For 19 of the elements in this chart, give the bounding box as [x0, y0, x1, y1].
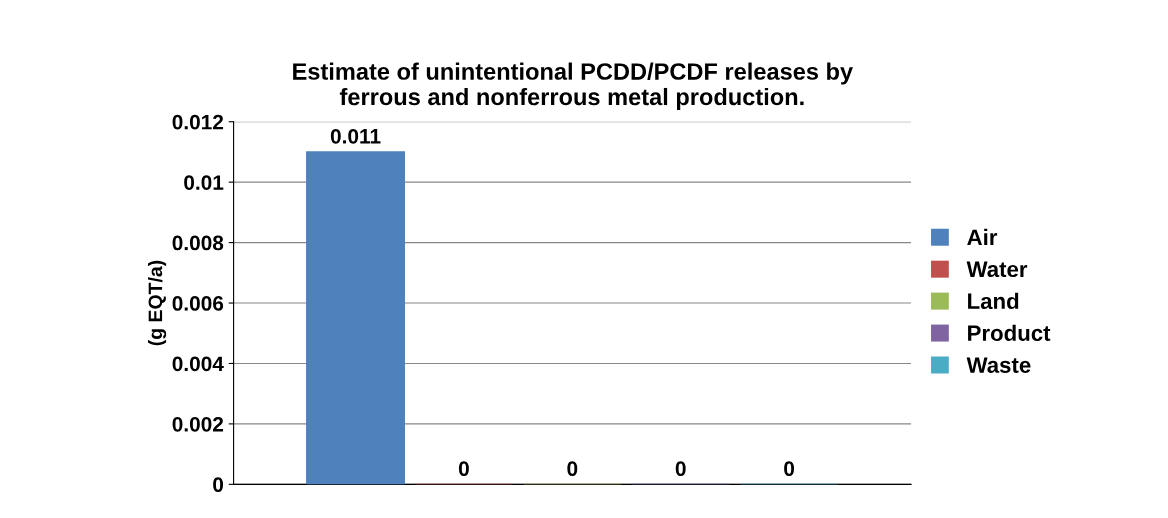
y-axis-title: (g EQT/a)	[147, 260, 167, 346]
y-tick-label: 0.008	[172, 235, 224, 251]
chart-title: Estimate of unintentional PCDD/PCDF releases by ferrous and nonferrous metal production.	[293, 62, 853, 110]
data-label: 0	[567, 461, 578, 477]
legend-label: Waste	[966, 357, 1031, 373]
y-tick-label: 0	[213, 477, 224, 493]
legend-label: Air	[967, 228, 998, 245]
legend-label: Land	[968, 292, 1019, 310]
legend-label: Water	[966, 261, 1028, 278]
data-label: 0	[675, 461, 686, 477]
y-tick-label: 0.01	[184, 175, 224, 190]
legend-label: Product	[968, 324, 1051, 341]
data-label: 0.011	[330, 128, 381, 144]
data-label: 0	[784, 461, 795, 477]
y-tick-label: 0.012	[172, 114, 224, 130]
data-label: 0	[458, 461, 469, 477]
y-tick-label: 0.006	[172, 296, 224, 311]
y-tick-label: 0.004	[172, 356, 224, 372]
y-tick-label: 0.002	[172, 416, 224, 432]
